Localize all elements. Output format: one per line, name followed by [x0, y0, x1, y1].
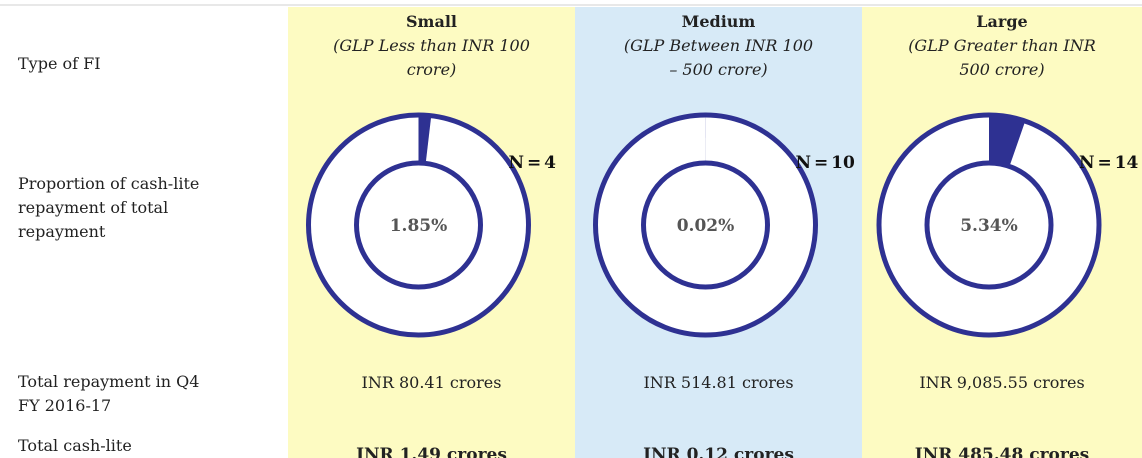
total-repayment: INR 9,085.55 crores	[919, 373, 1085, 392]
column-subtitle: (GLP Less than INR 100 crore)	[333, 36, 530, 79]
column-title: Large	[976, 12, 1028, 31]
row-label: Total cash-lite repayment²	[18, 436, 132, 458]
row-label: Type of FI	[18, 54, 101, 73]
column-title: Small	[405, 12, 457, 31]
n-label: N = 10	[796, 153, 855, 173]
inner-ring	[641, 160, 770, 290]
value-label: 1.85%	[390, 216, 448, 236]
row-label: Total repayment in Q4 FY 2016-17	[18, 372, 200, 415]
row-label: Proportion of cash-lite repayment of tot…	[18, 174, 200, 241]
value-label: 0.02%	[677, 216, 735, 236]
column-subtitle: (GLP Greater than INR 500 crore)	[908, 36, 1096, 79]
n-label: N = 4	[509, 153, 557, 173]
inner-ring	[354, 160, 483, 290]
column-title: Medium	[681, 12, 756, 31]
n-label: N = 14	[1079, 153, 1138, 173]
value-label: 5.34%	[960, 216, 1018, 236]
column-subtitle: (GLP Between INR 100 – 500 crore)	[623, 36, 814, 79]
cash-lite-repayment: INR 1.49 crores	[356, 445, 507, 458]
cash-lite-repayment: INR 485.48 crores	[914, 445, 1090, 458]
total-repayment: INR 80.41 crores	[361, 373, 502, 392]
inner-ring	[924, 160, 1054, 290]
total-repayment: INR 514.81 crores	[643, 373, 794, 392]
cash-lite-repayment: INR 0.12 crores	[643, 445, 794, 458]
